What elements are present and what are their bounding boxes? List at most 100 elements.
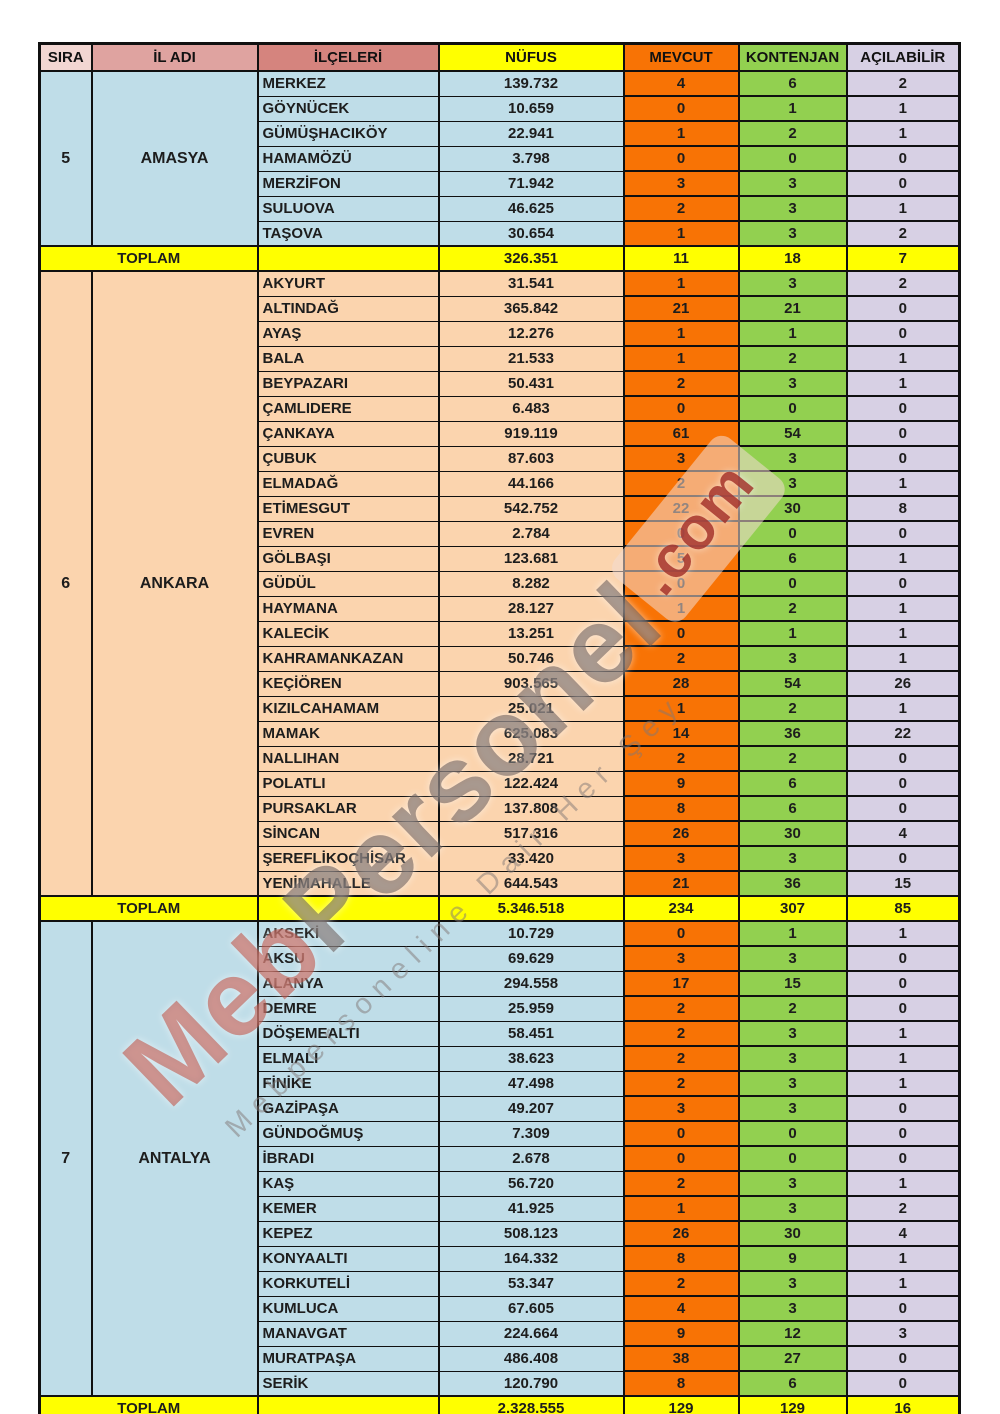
acilabilir-cell: 1 <box>845 620 961 647</box>
population-cell: 46.625 <box>437 195 625 222</box>
toplam-label: TOPLAM <box>38 245 259 272</box>
district-row: KEÇİÖREN 903.565 28 54 26 <box>40 670 961 697</box>
district-name-cell: KAHRAMANKAZAN <box>256 645 440 672</box>
district-row: AYAŞ 12.276 1 1 0 <box>40 320 961 347</box>
kontenjan-cell: 1 <box>737 320 848 347</box>
kontenjan-cell: 30 <box>737 495 848 522</box>
kontenjan-cell: 3 <box>737 645 848 672</box>
population-cell: 49.207 <box>437 1095 625 1122</box>
population-cell: 47.498 <box>437 1070 625 1097</box>
acilabilir-cell: 0 <box>845 1295 961 1322</box>
kontenjan-cell: 3 <box>737 845 848 872</box>
acilabilir-cell: 1 <box>845 195 961 222</box>
kontenjan-cell: 3 <box>737 220 848 247</box>
population-cell: 137.808 <box>437 795 625 822</box>
mevcut-cell: 22 <box>622 495 740 522</box>
header-row: SIRA İL ADI İLÇELERİ NÜFUS MEVCUT KONTEN… <box>38 42 961 72</box>
kontenjan-cell: 2 <box>737 345 848 372</box>
population-cell: 30.654 <box>437 220 625 247</box>
district-name-cell: GÖYNÜCEK <box>256 95 440 122</box>
mevcut-cell: 1 <box>622 595 740 622</box>
district-name-cell: ÇANKAYA <box>256 420 440 447</box>
kontenjan-cell: 0 <box>737 395 848 422</box>
district-name-cell: GÜNDOĞMUŞ <box>256 1120 440 1147</box>
mevcut-cell: 3 <box>622 170 740 197</box>
population-cell: 542.752 <box>437 495 625 522</box>
mevcut-cell: 17 <box>622 970 740 997</box>
district-row: SİNCAN 517.316 26 30 4 <box>40 820 961 847</box>
population-cell: 71.942 <box>437 170 625 197</box>
district-row: 6 ANKARA AKYURT 31.541 1 3 2 <box>38 270 961 897</box>
acilabilir-cell: 2 <box>845 70 961 97</box>
acilabilir-cell: 1 <box>845 1170 961 1197</box>
district-name-cell: KONYAALTI <box>256 1245 440 1272</box>
district-row: POLATLI 122.424 9 6 0 <box>40 770 961 797</box>
acilabilir-cell: 1 <box>845 645 961 672</box>
kontenjan-cell: 3 <box>737 1045 848 1072</box>
col-header-ilceleri: İLÇELERİ <box>256 42 440 72</box>
population-cell: 10.659 <box>437 95 625 122</box>
district-name-cell: GÜMÜŞHACIKÖY <box>256 120 440 147</box>
district-row: ALANYA 294.558 17 15 0 <box>40 970 961 997</box>
population-cell: 224.664 <box>437 1320 625 1347</box>
mevcut-cell: 1 <box>622 220 740 247</box>
population-cell: 38.623 <box>437 1045 625 1072</box>
kontenjan-cell: 1 <box>737 620 848 647</box>
toplam-acilabilir-cell: 85 <box>845 895 961 922</box>
mevcut-cell: 2 <box>622 1270 740 1297</box>
district-name-cell: KALECİK <box>256 620 440 647</box>
mevcut-cell: 1 <box>622 320 740 347</box>
population-cell: 58.451 <box>437 1020 625 1047</box>
district-name-cell: GAZİPAŞA <box>256 1095 440 1122</box>
acilabilir-cell: 0 <box>845 945 961 972</box>
kontenjan-cell: 6 <box>737 1370 848 1397</box>
mevcut-cell: 0 <box>622 1145 740 1172</box>
kontenjan-cell: 9 <box>737 1245 848 1272</box>
mevcut-cell: 0 <box>622 570 740 597</box>
mevcut-cell: 1 <box>622 270 740 297</box>
district-name-cell: GÜDÜL <box>256 570 440 597</box>
kontenjan-cell: 15 <box>737 970 848 997</box>
toplam-mevcut-cell: 234 <box>622 895 740 922</box>
mevcut-cell: 0 <box>622 145 740 172</box>
acilabilir-cell: 3 <box>845 1320 961 1347</box>
district-name-cell: BEYPAZARI <box>256 370 440 397</box>
acilabilir-cell: 0 <box>845 520 961 547</box>
kontenjan-cell: 2 <box>737 695 848 722</box>
population-cell: 903.565 <box>437 670 625 697</box>
kontenjan-cell: 54 <box>737 670 848 697</box>
toplam-mevcut-cell: 129 <box>622 1395 740 1414</box>
toplam-empty-cell <box>256 1395 440 1414</box>
district-row: KORKUTELİ 53.347 2 3 1 <box>40 1270 961 1297</box>
toplam-label: TOPLAM <box>38 1395 259 1414</box>
acilabilir-cell: 0 <box>845 295 961 322</box>
district-name-cell: PURSAKLAR <box>256 795 440 822</box>
acilabilir-cell: 4 <box>845 820 961 847</box>
district-row: KAŞ 56.720 2 3 1 <box>40 1170 961 1197</box>
mevcut-cell: 8 <box>622 1245 740 1272</box>
population-cell: 44.166 <box>437 470 625 497</box>
district-row: KALECİK 13.251 0 1 1 <box>40 620 961 647</box>
district-row: GAZİPAŞA 49.207 3 3 0 <box>40 1095 961 1122</box>
population-cell: 164.332 <box>437 1245 625 1272</box>
district-row: KAHRAMANKAZAN 50.746 2 3 1 <box>40 645 961 672</box>
row-number: 5 <box>38 70 93 247</box>
population-cell: 8.282 <box>437 570 625 597</box>
acilabilir-cell: 2 <box>845 270 961 297</box>
population-cell: 508.123 <box>437 1220 625 1247</box>
acilabilir-cell: 2 <box>845 1195 961 1222</box>
row-number: 7 <box>38 920 93 1397</box>
population-cell: 50.746 <box>437 645 625 672</box>
district-row: ŞEREFLİKOÇHİSAR 33.420 3 3 0 <box>40 845 961 872</box>
kontenjan-cell: 3 <box>737 945 848 972</box>
toplam-nufus-cell: 5.346.518 <box>437 895 625 922</box>
population-cell: 13.251 <box>437 620 625 647</box>
district-name-cell: ÇAMLIDERE <box>256 395 440 422</box>
acilabilir-cell: 1 <box>845 1245 961 1272</box>
acilabilir-cell: 0 <box>845 770 961 797</box>
population-cell: 120.790 <box>437 1370 625 1397</box>
toplam-empty-cell <box>256 895 440 922</box>
acilabilir-cell: 1 <box>845 1070 961 1097</box>
toplam-acilabilir-cell: 7 <box>845 245 961 272</box>
